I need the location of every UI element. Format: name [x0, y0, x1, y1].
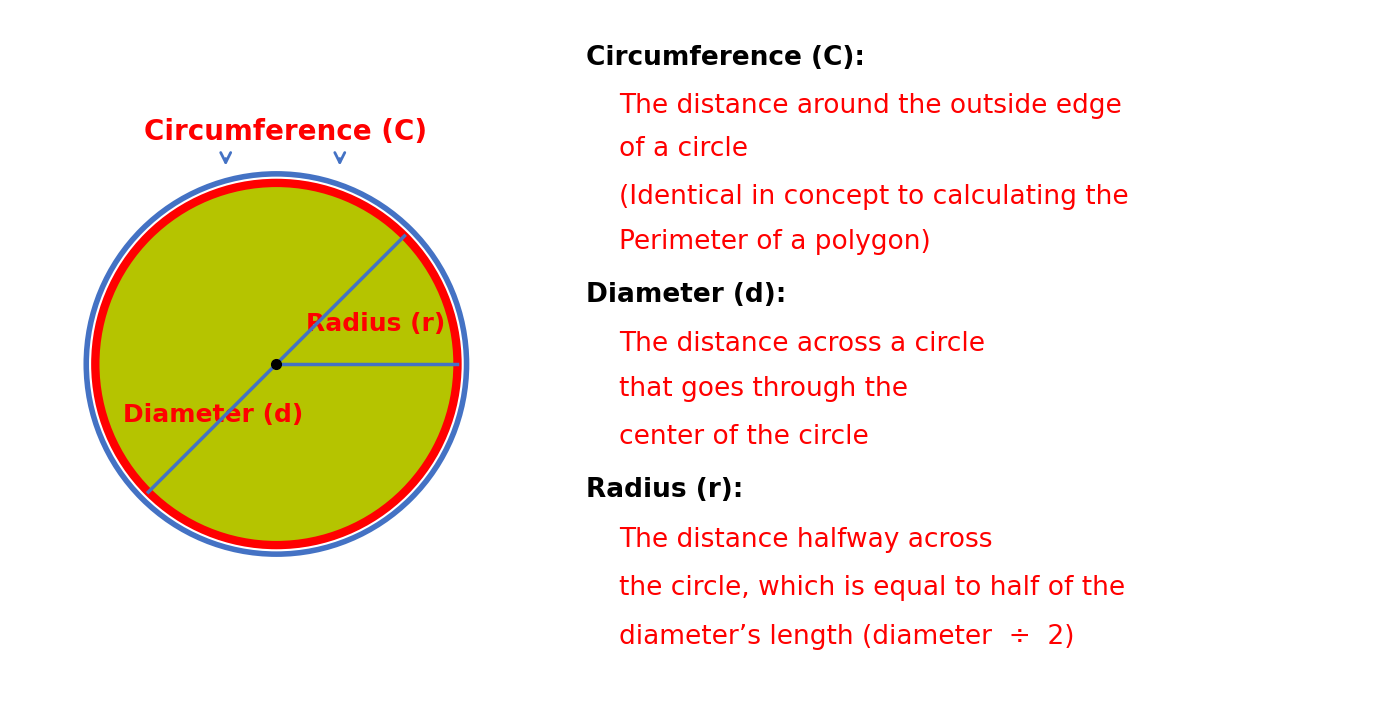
Text: Radius (r): Radius (r)	[307, 312, 445, 336]
Text: that goes through the: that goes through the	[619, 376, 908, 403]
Text: Circumference (C):: Circumference (C):	[586, 45, 865, 71]
Text: (Identical in concept to calculating the: (Identical in concept to calculating the	[619, 183, 1129, 210]
Text: The distance halfway across: The distance halfway across	[619, 527, 992, 553]
Text: the circle, which is equal to half of the: the circle, which is equal to half of th…	[619, 575, 1125, 601]
Text: of a circle: of a circle	[619, 136, 748, 162]
Text: Diameter (d): Diameter (d)	[123, 403, 303, 427]
Text: The distance around the outside edge: The distance around the outside edge	[619, 92, 1122, 119]
Circle shape	[95, 183, 457, 545]
Text: The distance across a circle: The distance across a circle	[619, 331, 985, 357]
Text: Circumference (C): Circumference (C)	[144, 118, 427, 146]
Text: Diameter (d):: Diameter (d):	[586, 282, 786, 308]
Text: Radius (r):: Radius (r):	[586, 477, 744, 503]
Text: diameter’s length (diameter  ÷  2): diameter’s length (diameter ÷ 2)	[619, 624, 1075, 650]
Text: center of the circle: center of the circle	[619, 424, 869, 450]
Text: Perimeter of a polygon): Perimeter of a polygon)	[619, 229, 931, 255]
